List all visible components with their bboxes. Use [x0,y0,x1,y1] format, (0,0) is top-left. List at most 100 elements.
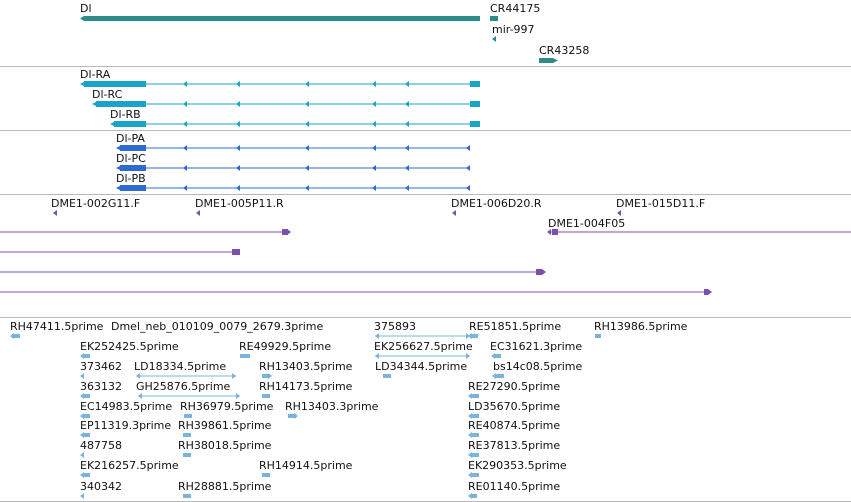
est-glyph [595,334,601,338]
est-label[interactable]: EC31621.3prime [490,340,583,353]
est-label[interactable]: RE51851.5prime [469,320,562,333]
gene-cr43258-glyph [539,58,553,63]
est-glyph [468,432,472,438]
est-glyph [471,494,477,498]
est-glyph [80,353,84,359]
est-glyph [84,433,90,437]
est-label[interactable]: RH47411.5prime [10,320,104,333]
est-glyph [496,374,504,378]
clone-label[interactable]: DME1-004F05 [548,217,626,230]
est-glyph [240,354,250,358]
est-glyph [468,493,472,499]
est-glyph [10,333,14,339]
est-glyph [183,494,191,498]
strand-arrow [236,185,240,191]
est-label[interactable]: EP11319.3prime [80,419,172,432]
est-label[interactable]: EK256627.5prime [374,340,473,353]
protein-label-pc[interactable]: Dl-PC [116,152,146,165]
transcript-exon [470,81,480,87]
strand-arrow [405,165,409,171]
gene-label-cr44175[interactable]: CR44175 [490,2,541,15]
clone-end [542,269,546,275]
est-label[interactable]: RH13986.5prime [594,320,688,333]
gene-label-dl[interactable]: Dl [80,2,92,15]
clone-label[interactable]: DME1-005P11.R [195,197,284,210]
est-label[interactable]: RH13403.5prime [259,360,353,373]
transcript-label-rb[interactable]: Dl-RB [110,108,141,121]
est-glyph [232,373,236,379]
est-label[interactable]: EK216257.5prime [80,459,179,472]
strand-arrow [466,145,470,151]
est-glyph [492,373,496,379]
strand-arrow [183,121,187,127]
strand-arrow [405,185,409,191]
est-label[interactable]: 363132 [80,380,122,393]
est-label[interactable]: RH13403.3prime [285,400,379,413]
est-label[interactable]: bs14c08.5prime [493,360,583,373]
est-label[interactable]: RE49929.5prime [239,340,332,353]
est-glyph [262,394,270,398]
est-label[interactable]: 487758 [80,439,122,452]
transcript-label-ra[interactable]: Dl-RA [80,68,111,81]
clone-end [547,229,551,235]
strand-arrow [372,185,376,191]
strand-arrow [183,81,187,87]
est-label[interactable]: GH25876.5prime [136,380,231,393]
strand-arrow [372,145,376,151]
est-label[interactable]: RE37813.5prime [468,439,561,452]
est-glyph [471,453,479,457]
clone-label[interactable]: DME1-006D20.R [451,197,542,210]
est-label[interactable]: LD18334.5prime [134,360,227,373]
clone-end [536,269,542,275]
strand-arrow [305,101,309,107]
est-label[interactable]: RH28881.5prime [178,480,272,493]
est-glyph [262,374,270,378]
est-label[interactable]: LD35670.5prime [468,400,561,413]
est-glyph [84,414,90,418]
gene-label-mir-997[interactable]: mir-997 [492,23,535,36]
protein-label-pb[interactable]: Dl-PB [116,172,146,185]
est-label[interactable]: EK252425.5prime [80,340,179,353]
transcript-exon [84,81,146,87]
strand-arrow [305,121,309,127]
est-label[interactable]: RH14173.5prime [259,380,353,393]
protein-exon [120,145,146,151]
est-label[interactable]: RE01140.5prime [468,480,561,493]
est-glyph [471,394,479,398]
est-label[interactable]: 373462 [80,360,122,373]
est-label[interactable]: RH38018.5prime [178,439,272,452]
protein-label-pa[interactable]: Dl-PA [116,132,145,145]
strand-arrow [405,145,409,151]
strand-arrow [405,81,409,87]
strand-arrow [372,165,376,171]
est-label[interactable]: RH14914.5prime [259,459,353,472]
est-label[interactable]: 340342 [80,480,122,493]
est-label[interactable]: RH39861.5prime [178,419,272,432]
strand-arrow [236,121,240,127]
est-label[interactable]: RH36979.5prime [180,400,274,413]
est-label[interactable]: LD34344.5prime [375,360,468,373]
strand-arrow [236,165,240,171]
clone-end [708,289,712,295]
est-label[interactable]: RE40874.5prime [468,419,561,432]
clone-label[interactable]: DME1-002G11.F [51,197,141,210]
est-label[interactable]: EK290353.5prime [468,459,567,472]
est-label[interactable]: EC14983.5prime [80,400,173,413]
protein-exon [120,185,146,191]
est-glyph [471,473,479,477]
strand-arrow [372,81,376,87]
est-glyph [262,473,270,477]
est-glyph [495,354,501,358]
est-label[interactable]: 375893 [374,320,416,333]
est-label[interactable]: RE27290.5prime [468,380,561,393]
clone-label[interactable]: DME1-015D11.F [616,197,706,210]
est-glyph [138,393,142,399]
est-glyph [136,373,140,379]
gene-dl-glyph [84,16,480,21]
est-glyph [466,353,470,359]
transcript-label-rc[interactable]: Dl-RC [92,88,123,101]
gene-label-cr43258[interactable]: CR43258 [539,44,590,57]
est-glyph [375,353,379,359]
est-glyph [288,414,296,418]
est-label[interactable]: Dmel_neb_010109_0079_2679.3prime [111,320,324,333]
